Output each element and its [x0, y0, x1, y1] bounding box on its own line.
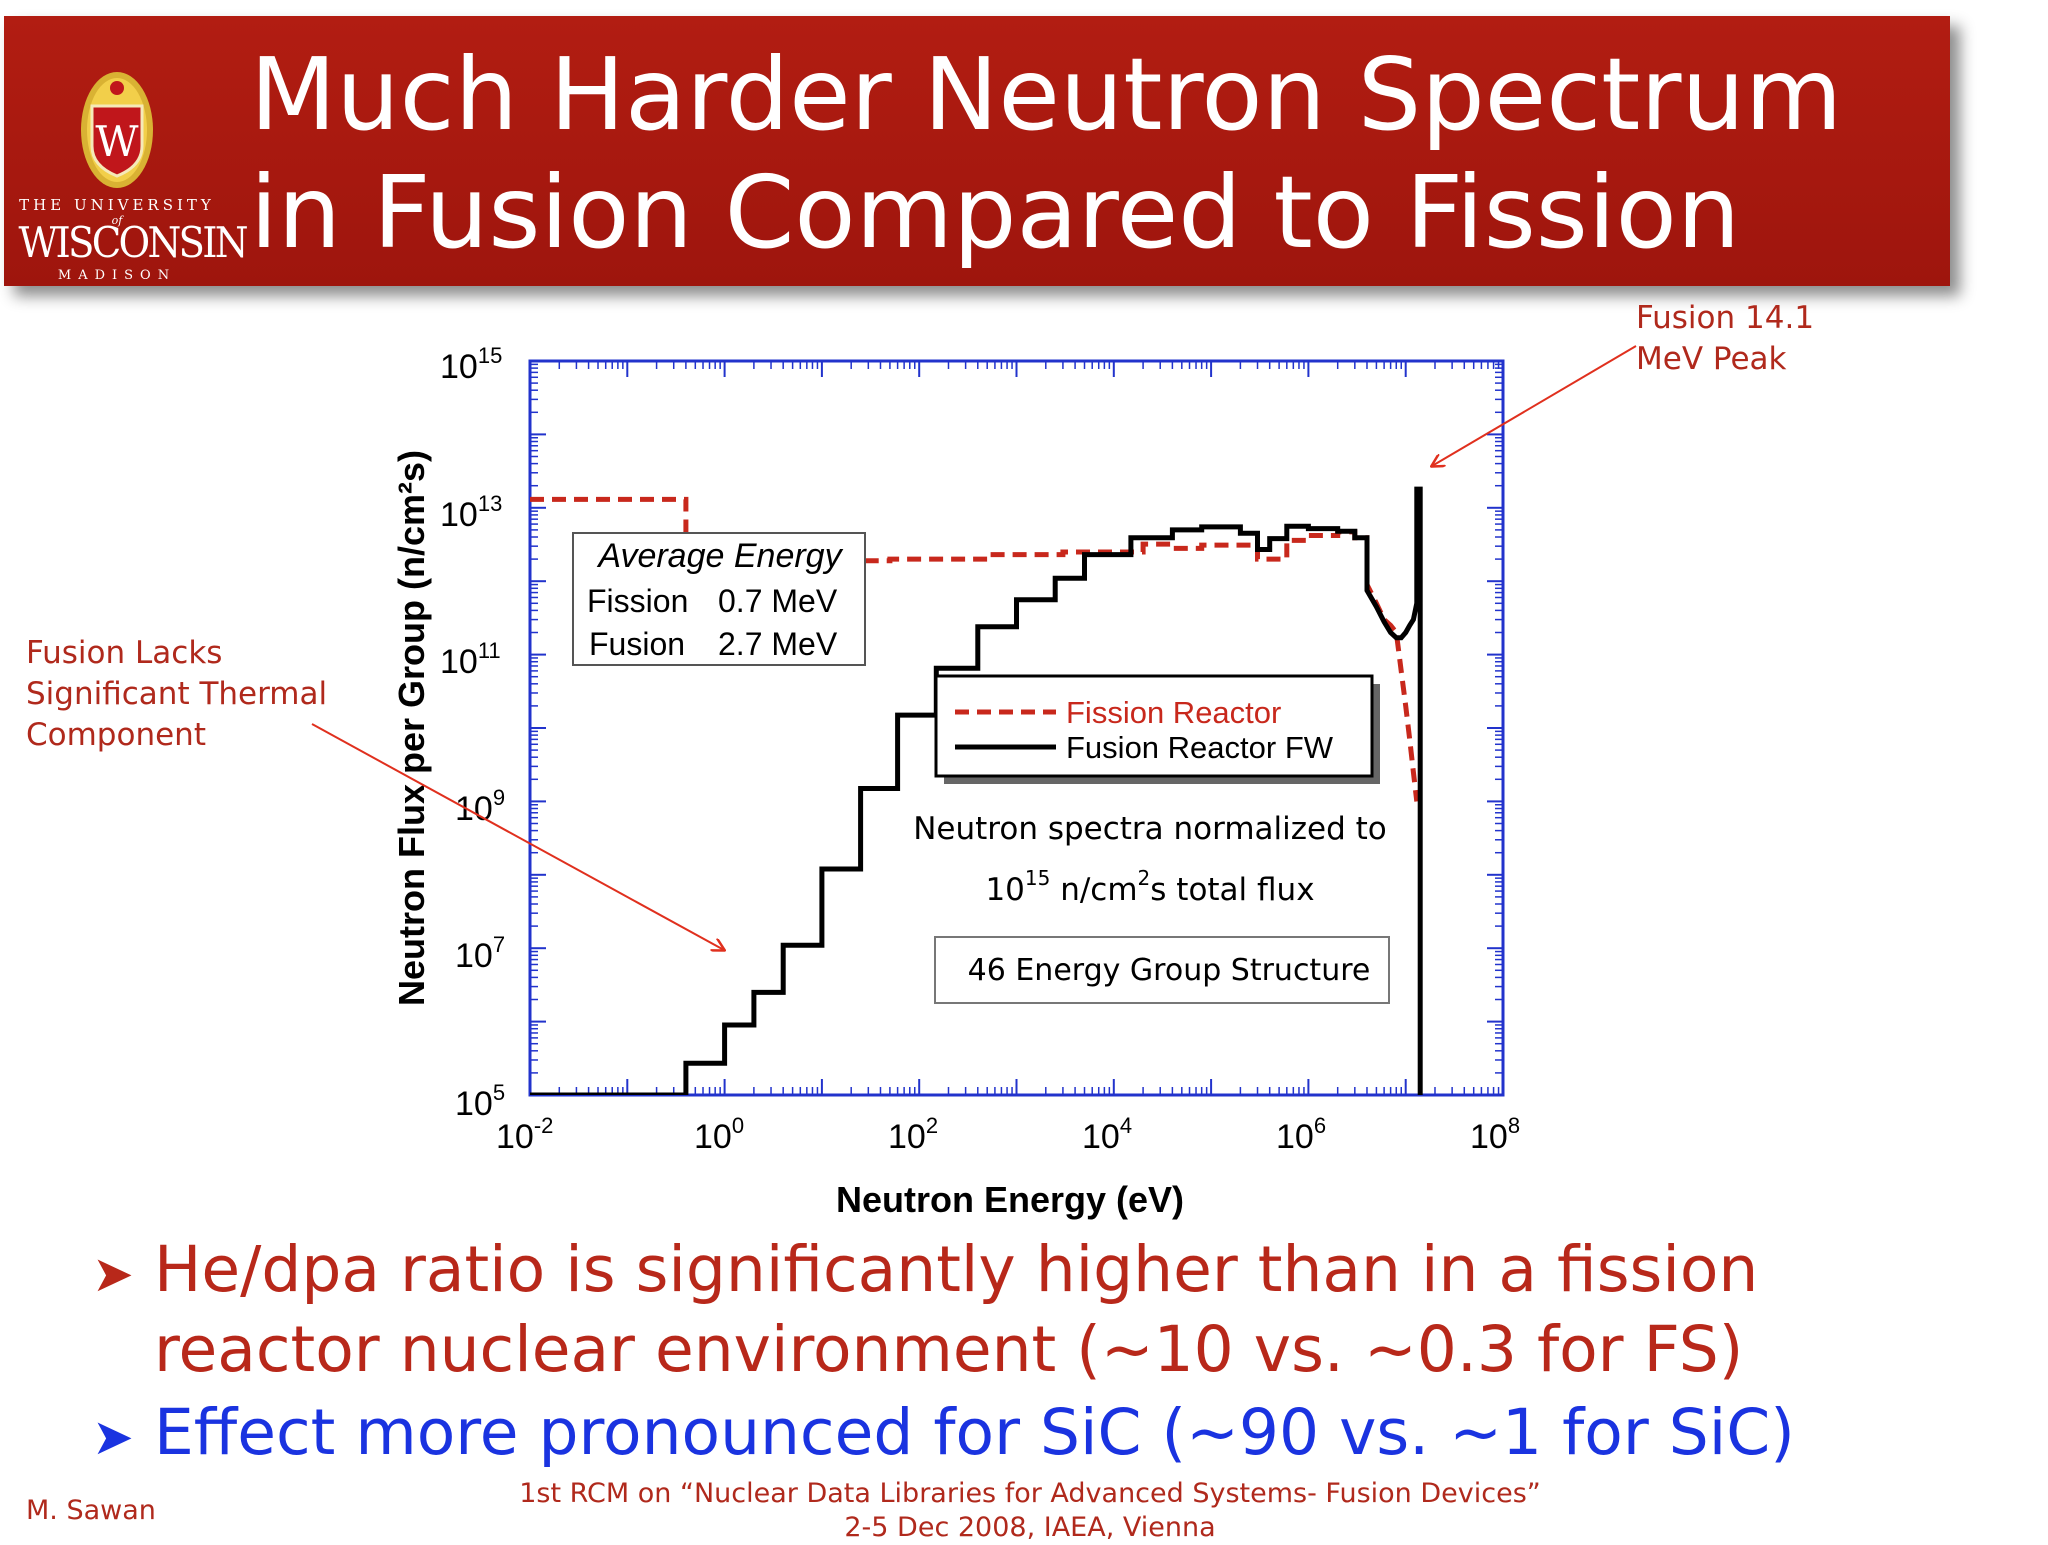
x-axis-title: Neutron Energy (eV) — [836, 1179, 1184, 1220]
average-energy-title: Average Energy — [596, 537, 843, 575]
bullet-text: He/dpa ratio is significantly higher tha… — [154, 1233, 1759, 1306]
axis-ticks — [530, 361, 1503, 1095]
normalization-line-1: Neutron spectra normalized to — [913, 811, 1387, 847]
y-tick-label: 107 — [455, 932, 505, 975]
annotation-line: MeV Peak — [1636, 341, 1787, 377]
bullet-text: Effect more pronounced for SiC (~90 vs. … — [154, 1396, 1795, 1469]
bullet-item: ➤ Effect more pronounced for SiC (~90 vs.… — [92, 1393, 1795, 1477]
y-tick-label: 109 — [455, 785, 505, 828]
x-tick-label: 106 — [1276, 1113, 1326, 1156]
bullet-continuation: reactor nuclear environment (~10 vs. ~0.… — [154, 1310, 1743, 1390]
fusion-peak-arrow — [1432, 345, 1637, 466]
footer-conference-line: 1st RCM on “Nuclear Data Libraries for A… — [519, 1478, 1541, 1509]
title-line-2: in Fusion Compared to Fission — [250, 154, 1741, 271]
y-tick-label: 1013 — [440, 491, 502, 534]
thermal-annotation: Fusion Lacks Significant Thermal Compone… — [26, 633, 327, 756]
chart-legend: Fission Reactor Fusion Reactor FW — [934, 674, 1380, 784]
y-tick-label: 1011 — [440, 638, 501, 681]
logo-name: WISCONSIN — [18, 218, 249, 267]
average-energy-label: Fission — [587, 583, 688, 619]
group-structure-label: 46 Energy Group Structure — [968, 953, 1371, 988]
y-axis-title: Neutron Flux per Group (n/cm²s) — [391, 450, 432, 1006]
bullet-item: ➤ He/dpa ratio is significantly higher th… — [92, 1230, 1758, 1314]
logo-top-text: THE UNIVERSITY — [19, 196, 215, 214]
footer-author: M. Sawan — [26, 1495, 156, 1526]
y-tick-label: 105 — [455, 1080, 505, 1123]
x-tick-label: 100 — [694, 1113, 744, 1156]
x-tick-label: 102 — [888, 1113, 938, 1156]
title-line-1: Much Harder Neutron Spectrum — [250, 36, 1843, 153]
average-energy-box: Average Energy Fission 0.7 MeV Fusion 2.… — [572, 532, 866, 666]
university-logo: W THE UNIVERSITY of WISCONSIN MADISON — [10, 68, 249, 288]
thermal-arrow — [311, 723, 724, 950]
annotation-line: Fusion Lacks — [26, 635, 223, 671]
average-energy-label: Fusion — [589, 626, 685, 662]
bullet-arrow-icon: ➤ — [92, 1245, 134, 1303]
title-banner: W THE UNIVERSITY of WISCONSIN MADISON Mu… — [4, 16, 1950, 286]
logo-bottom-text: MADISON — [57, 268, 177, 283]
annotation-line: Component — [26, 717, 206, 753]
average-energy-value: 2.7 MeV — [718, 626, 838, 662]
page-title: Much Harder Neutron Spectrum in Fusion C… — [250, 36, 1940, 272]
normalization-line-2: 1015 n/cm2s total flux — [985, 866, 1314, 908]
group-structure-box: 46 Energy Group Structure — [934, 936, 1390, 1004]
logo-of-text: of — [111, 214, 123, 227]
annotation-line: Significant Thermal — [26, 676, 328, 712]
bullet-text: reactor nuclear environment (~10 vs. ~0.… — [154, 1313, 1744, 1386]
series-layer — [530, 486, 1423, 1095]
x-tick-label: 104 — [1082, 1113, 1132, 1156]
fission-reactor-series — [530, 496, 1420, 802]
y-tick-label: 1015 — [440, 343, 502, 386]
average-energy-value: 0.7 MeV — [718, 583, 838, 619]
fusion-reactor-series — [530, 486, 1423, 1095]
fusion-peak-annotation: Fusion 14.1 MeV Peak — [1636, 298, 1814, 380]
x-tick-label: 10-2 — [496, 1113, 553, 1156]
annotation-line: Fusion 14.1 — [1636, 300, 1815, 336]
bullet-arrow-icon: ➤ — [92, 1408, 134, 1466]
legend-label-fusion: Fusion Reactor FW — [1066, 730, 1334, 765]
x-tick-label: 108 — [1470, 1113, 1520, 1156]
crest-letter: W — [95, 117, 139, 166]
crest-icon: W — [81, 72, 153, 188]
legend-label-fission: Fission Reactor — [1066, 695, 1281, 730]
footer-conference-line: 2-5 Dec 2008, IAEA, Vienna — [844, 1512, 1216, 1543]
